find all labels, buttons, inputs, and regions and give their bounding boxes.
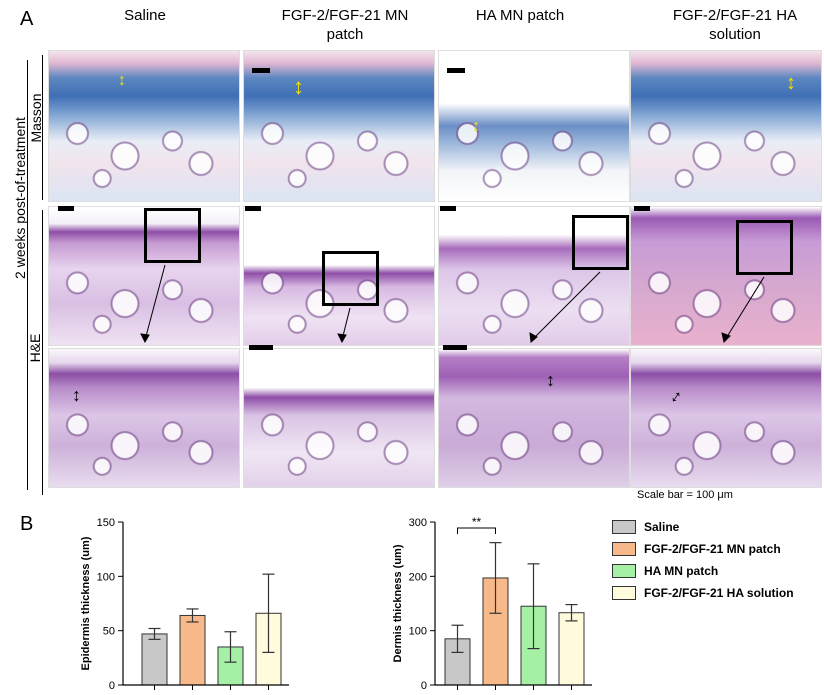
scale-bar — [443, 345, 467, 350]
zoom-arrow-head — [337, 333, 347, 344]
he-zoom-saline-image — [48, 348, 240, 488]
column-title-fgf-ha: FGF-2/FGF-21 HA solution — [672, 7, 798, 43]
y-tick-label: 100 — [97, 571, 115, 583]
zoom-box — [322, 251, 379, 306]
y-tick-label: 0 — [109, 680, 115, 692]
significance-bracket — [457, 527, 496, 534]
masson-fgf-ha-image — [630, 50, 822, 202]
he-zoom-fgf-ha-image — [630, 348, 822, 488]
thickness-arrow-icon: ↕ — [472, 118, 480, 135]
scale-bar — [58, 206, 74, 211]
legend-item: FGF-2/FGF-21 MN patch — [612, 542, 781, 556]
legend-label: FGF-2/FGF-21 MN patch — [644, 542, 781, 556]
he-row-line — [42, 210, 43, 495]
legend-swatch — [612, 564, 636, 578]
he-zoom-fgf-mn-image — [243, 348, 435, 488]
legend-swatch — [612, 520, 636, 534]
zoom-box — [144, 208, 201, 263]
epidermis-bar-chart: 0 50 100 150 Epidermis thickness (um) — [80, 517, 289, 692]
thickness-arrow-icon: ↕ — [293, 74, 304, 99]
y-tick-label: 200 — [409, 571, 427, 583]
bar — [141, 633, 168, 686]
zoom-arrow-head — [529, 332, 538, 343]
y-axis-label: Epidermis thickness (um) — [80, 536, 92, 670]
column-title-ha-mn: HA MN patch — [475, 7, 565, 24]
he-saline-image — [48, 206, 240, 346]
panel-b-letter: B — [20, 513, 34, 535]
scale-bar — [249, 345, 273, 350]
zoom-arrow-head — [721, 332, 731, 343]
bar — [179, 614, 206, 686]
zoom-arrow-head — [140, 333, 150, 344]
he-ha-mn-image — [438, 206, 630, 346]
panel-a-letter: A — [20, 8, 34, 30]
column-title-saline: Saline — [124, 7, 166, 24]
bar — [558, 612, 585, 686]
masson-fgf-mn-image — [243, 50, 435, 202]
masson-ha-mn-image — [438, 50, 630, 202]
he-zoom-ha-mn-image — [438, 348, 630, 488]
zoom-box — [736, 220, 793, 275]
zoom-arrow — [144, 264, 166, 341]
zoom-box — [572, 215, 629, 270]
scale-bar-caption: Scale bar = 100 μm — [637, 489, 733, 501]
y-tick-label: 100 — [409, 626, 427, 638]
he-fgf-mn-image — [243, 206, 435, 346]
zoom-arrow — [724, 276, 765, 341]
legend-label: Saline — [644, 520, 680, 534]
zoom-arrow — [531, 271, 601, 341]
scale-bar — [440, 206, 456, 211]
thickness-arrow-icon: ↕ — [786, 72, 796, 94]
y-tick-label: 0 — [421, 680, 427, 692]
dermis-bar-chart: 0 100 200 300 Dermis thickness (um) ** — [392, 515, 592, 692]
legend-label: FGF-2/FGF-21 HA solution — [644, 586, 794, 600]
legend-swatch — [612, 586, 636, 600]
thickness-arrow-icon: ↕ — [118, 72, 126, 89]
scale-bar — [245, 206, 261, 211]
scale-bar — [634, 206, 650, 211]
thickness-arrow-icon: ↕ — [546, 370, 555, 390]
y-tick-label: 150 — [97, 517, 115, 529]
y-tick-label: 50 — [103, 626, 115, 638]
legend-swatch — [612, 542, 636, 556]
legend-item: Saline — [612, 520, 679, 534]
scale-bar — [447, 68, 465, 73]
masson-row-line — [42, 55, 43, 200]
scale-bar — [252, 68, 270, 73]
legend-item: FGF-2/FGF-21 HA solution — [612, 586, 794, 600]
significance-label: ** — [472, 515, 482, 529]
side-label-line — [27, 60, 28, 490]
y-tick-label: 300 — [409, 517, 427, 529]
masson-saline-image — [48, 50, 240, 202]
legend-label: HA MN patch — [644, 564, 719, 578]
column-title-fgf-mn: FGF-2/FGF-21 MN patch — [281, 7, 409, 43]
y-axis-label: Dermis thickness (um) — [392, 544, 404, 662]
thickness-arrow-icon: ↕ — [72, 385, 81, 405]
legend-item: HA MN patch — [612, 564, 718, 578]
